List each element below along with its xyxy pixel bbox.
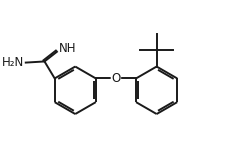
- Text: O: O: [111, 72, 121, 85]
- Text: H₂N: H₂N: [2, 56, 24, 69]
- Text: NH: NH: [59, 42, 77, 55]
